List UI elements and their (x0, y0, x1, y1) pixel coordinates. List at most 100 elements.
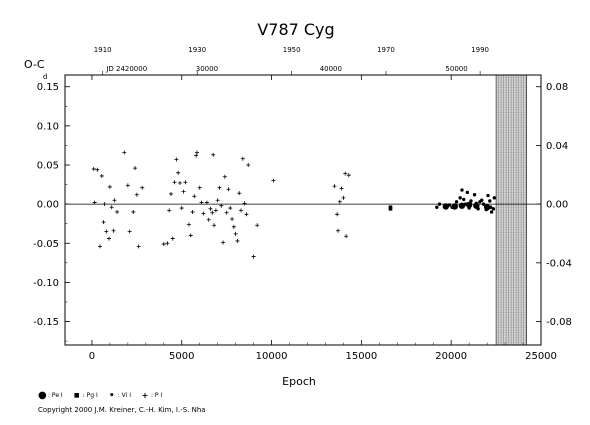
x-tick-label: 0 (89, 351, 95, 362)
data-point-p (255, 223, 260, 228)
year-tick-label: 1930 (188, 46, 206, 54)
data-point-vi (465, 190, 470, 195)
data-point-p (237, 191, 242, 196)
data-point-p (140, 185, 145, 190)
data-point-p (197, 185, 202, 190)
legend-label-pg: : Pg I (82, 392, 98, 399)
data-point-p (240, 156, 245, 161)
data-point-p (222, 174, 227, 179)
data-point-vi (492, 196, 496, 200)
data-point-p (107, 184, 112, 189)
jd-tick-label: 30000 (196, 65, 218, 73)
data-point-p (211, 152, 216, 157)
y-tick-label-right: -0.04 (546, 258, 572, 269)
y-tick-label-left: -0.05 (33, 239, 59, 250)
data-point-p (177, 181, 182, 185)
legend-item-vi: • : Vi I (108, 391, 131, 401)
data-point-p (109, 205, 114, 210)
data-point-p (224, 210, 229, 215)
data-point-p (99, 173, 104, 178)
x-tick-label: 15000 (345, 351, 377, 362)
data-point-vi (481, 202, 486, 206)
data-point-p (92, 200, 97, 205)
data-point-p (235, 238, 240, 243)
data-point-p (346, 173, 351, 178)
data-point-p (98, 244, 103, 249)
legend-item-p: + : P I (141, 391, 163, 400)
data-point-p (115, 209, 120, 214)
data-point-p (336, 228, 341, 233)
legend-marker-pg: ■ (73, 392, 80, 399)
y-tick-label-left: 0.10 (37, 121, 59, 132)
data-point-vi (467, 206, 471, 210)
y-tick-label-right: 0.08 (546, 82, 568, 93)
data-point-p (136, 244, 141, 249)
legend: ● : Pe I ■ : Pg I • : Vi I + : P I (38, 390, 162, 401)
data-point-p (161, 242, 166, 247)
data-point-p (167, 208, 172, 213)
data-point-vi (450, 205, 454, 209)
data-point-p (102, 202, 107, 207)
data-point-p (174, 157, 179, 162)
data-point-p (186, 222, 191, 227)
data-point-vi (472, 193, 477, 197)
y-tick-label-left: 0.00 (37, 200, 59, 211)
data-point-vi (460, 188, 464, 192)
data-point-vi (458, 196, 462, 200)
data-point-p (199, 200, 204, 205)
x-tick-label: 20000 (435, 351, 467, 362)
data-point-p (133, 166, 138, 171)
data-point-p (127, 229, 132, 234)
legend-marker-p: + (141, 391, 149, 400)
data-point-vi (491, 207, 496, 211)
data-point-p (165, 241, 170, 246)
data-point-p (179, 206, 184, 211)
data-point-p (183, 180, 188, 185)
data-point-vi (484, 207, 488, 212)
legend-label-pe: : Pe I (48, 392, 63, 399)
data-point-vi (486, 193, 490, 198)
data-point-pg (388, 207, 393, 211)
data-point-p (226, 187, 231, 192)
data-point-p (176, 170, 181, 175)
legend-marker-pe: ● (38, 390, 47, 401)
data-point-p (195, 150, 200, 155)
y-tick-label-left: 0.05 (37, 161, 59, 172)
data-point-p (233, 231, 238, 236)
year-tick-label: 1990 (471, 46, 489, 54)
data-point-p (339, 186, 344, 191)
data-point-p (104, 229, 109, 234)
chart-title: V787 Cyg (257, 20, 334, 39)
data-point-vi (454, 200, 459, 204)
data-point-p (181, 189, 186, 194)
data-point-p (239, 208, 244, 213)
data-point-p (217, 185, 222, 190)
data-point-p (125, 183, 130, 188)
y-axis-unit: d (43, 73, 47, 81)
data-point-p (344, 234, 349, 239)
data-point-p (95, 167, 100, 172)
y-tick-label-left: -0.15 (33, 317, 59, 328)
legend-label-p: : P I (151, 392, 163, 399)
data-point-p (201, 211, 206, 216)
data-point-p (341, 195, 346, 200)
y-tick-label-right: 0.04 (546, 141, 568, 152)
data-point-p (170, 236, 175, 241)
data-point-vi (435, 205, 439, 209)
data-point-pe (458, 202, 466, 209)
data-point-p (91, 166, 96, 171)
data-point-p (168, 191, 173, 196)
data-point-p (122, 150, 127, 155)
data-point-vi (488, 199, 492, 203)
data-point-vi (474, 201, 479, 206)
legend-item-pg: ■ : Pg I (73, 392, 98, 399)
data-point-p (246, 163, 251, 167)
data-point-p (101, 220, 106, 225)
data-point-p (194, 153, 199, 158)
data-point-p (107, 236, 112, 241)
data-point-pe (442, 203, 449, 210)
data-point-vi (462, 197, 466, 202)
data-point-p (213, 208, 218, 213)
data-point-p (131, 209, 136, 214)
